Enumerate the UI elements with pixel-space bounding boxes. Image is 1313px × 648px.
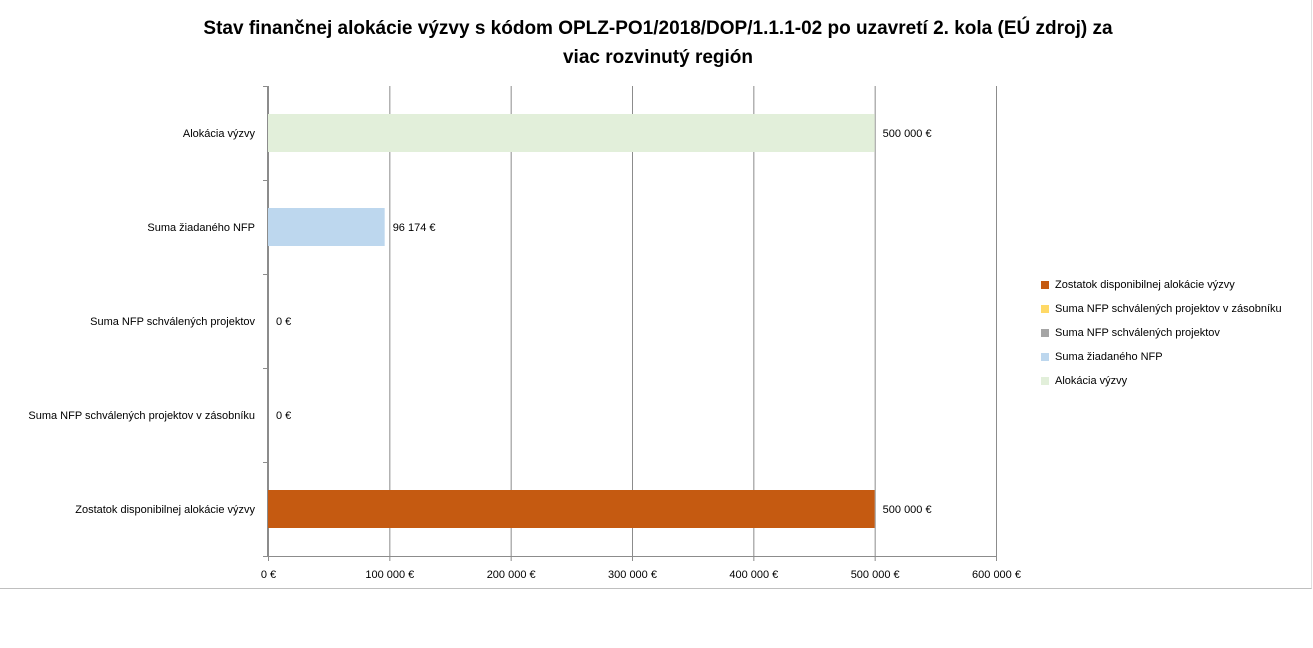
chart-legend: Zostatok disponibilnej alokácie výzvy Sum… — [1041, 273, 1311, 393]
data-label: 0 € — [276, 410, 291, 422]
legend-swatch — [1041, 353, 1049, 361]
x-tick-label: 100 000 € — [365, 569, 414, 581]
category-label: Suma NFP schválených projektov v zásobní… — [28, 410, 255, 422]
category-label: Alokácia výzvy — [183, 128, 256, 140]
legend-label: Alokácia výzvy — [1055, 375, 1128, 387]
data-label: 500 000 € — [883, 128, 932, 140]
data-label: 96 174 € — [393, 222, 436, 234]
category-label: Zostatok disponibilnej alokácie výzvy — [75, 504, 255, 516]
x-tick-label: 400 000 € — [729, 569, 778, 581]
x-tick-label: 500 000 € — [851, 569, 900, 581]
category-label: Suma NFP schválených projektov — [90, 316, 255, 328]
chart-title: Stav finančnej alokácie výzvy s kódom OP… — [100, 14, 1216, 72]
bar — [268, 114, 875, 152]
x-tick-label: 300 000 € — [608, 569, 657, 581]
legend-swatch — [1041, 305, 1049, 313]
legend-swatch — [1041, 377, 1049, 385]
bar — [268, 490, 875, 528]
legend-item: Zostatok disponibilnej alokácie výzvy — [1041, 273, 1311, 297]
data-label: 0 € — [276, 316, 291, 328]
legend-item: Alokácia výzvy — [1041, 369, 1311, 393]
legend-swatch — [1041, 281, 1049, 289]
chart-title-line-2: viac rozvinutý región — [562, 47, 754, 68]
x-tick-label: 0 € — [261, 569, 276, 581]
legend-item: Suma NFP schválených projektov v zásobní… — [1041, 297, 1311, 321]
legend-label: Suma NFP schválených projektov — [1055, 327, 1220, 339]
legend-label: Suma NFP schválených projektov v zásobní… — [1055, 303, 1282, 315]
x-tick-label: 600 000 € — [972, 569, 1021, 581]
legend-swatch — [1041, 329, 1049, 337]
legend-label: Zostatok disponibilnej alokácie výzvy — [1055, 279, 1235, 291]
category-label: Suma žiadaného NFP — [147, 222, 255, 234]
legend-item: Suma NFP schválených projektov — [1041, 321, 1311, 345]
chart-frame — [0, 0, 1312, 589]
x-tick-label: 200 000 € — [487, 569, 536, 581]
data-label: 500 000 € — [883, 504, 932, 516]
legend-label: Suma žiadaného NFP — [1055, 351, 1163, 363]
chart-title-line-1: Stav finančnej alokácie výzvy s kódom OP… — [203, 18, 1113, 39]
legend-item: Suma žiadaného NFP — [1041, 345, 1311, 369]
bar — [268, 208, 385, 246]
